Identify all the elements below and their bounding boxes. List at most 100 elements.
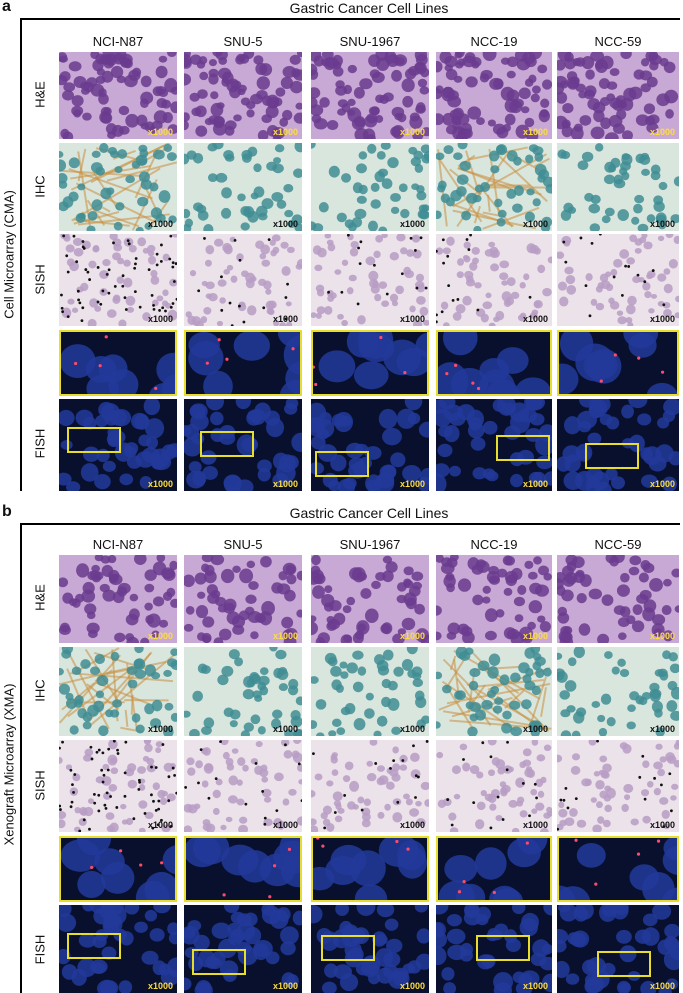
side-rule [20,18,22,491]
ihc-image: x1000 [59,143,177,231]
fish-inset-image [436,836,552,902]
sish-image: x1000 [436,740,552,832]
sish-image: x1000 [184,234,302,326]
magnification-label: x1000 [650,219,675,229]
magnification-label: x1000 [148,820,173,830]
sish-image: x1000 [59,740,177,832]
magnification-label: x1000 [148,314,173,324]
zoom-box [67,427,121,453]
zoom-box [321,935,375,961]
he-image: x1000 [436,52,552,139]
column-header: NCC-59 [560,34,676,49]
ihc-image: x1000 [436,647,552,736]
fish-inset-image [59,330,177,396]
magnification-label: x1000 [523,724,548,734]
sish-image: x1000 [59,234,177,326]
magnification-label: x1000 [273,981,298,991]
magnification-label: x1000 [273,631,298,641]
fish-image: x1000 [184,399,302,491]
column-header: NCC-19 [436,537,552,552]
title-rule [20,523,680,525]
magnification-label: x1000 [650,981,675,991]
magnification-label: x1000 [400,127,425,137]
magnification-label: x1000 [400,981,425,991]
ihc-image: x1000 [436,143,552,231]
magnification-label: x1000 [523,631,548,641]
sish-image: x1000 [557,740,679,832]
magnification-label: x1000 [650,820,675,830]
fish-image: x1000 [557,905,679,993]
magnification-label: x1000 [650,724,675,734]
fish-inset-image [184,330,302,396]
he-image: x1000 [557,555,679,643]
magnification-label: x1000 [273,724,298,734]
magnification-label: x1000 [523,981,548,991]
column-header: NCC-19 [436,34,552,49]
zoom-box [192,949,246,975]
column-header: SNU-5 [185,537,301,552]
column-header: SNU-5 [185,34,301,49]
column-header: NCI-N87 [60,537,176,552]
zoom-box [315,451,369,477]
fish-inset-image [557,330,679,396]
panel-title: Gastric Cancer Cell Lines [59,505,679,521]
panel-letter: a [2,0,11,16]
fish-inset-image [436,330,552,396]
he-image: x1000 [436,555,552,643]
magnification-label: x1000 [400,479,425,489]
sish-image: x1000 [311,740,429,832]
sish-image: x1000 [436,234,552,326]
fish-image: x1000 [436,399,552,491]
magnification-label: x1000 [400,219,425,229]
magnification-label: x1000 [650,479,675,489]
he-image: x1000 [557,52,679,139]
ihc-image: x1000 [557,647,679,736]
row-header: FISH [33,404,48,484]
magnification-label: x1000 [273,314,298,324]
magnification-label: x1000 [148,631,173,641]
magnification-label: x1000 [650,631,675,641]
fish-image: x1000 [311,905,429,993]
ihc-image: x1000 [311,143,429,231]
he-image: x1000 [311,555,429,643]
zoom-box [67,933,121,959]
fish-image: x1000 [557,399,679,491]
ihc-image: x1000 [557,143,679,231]
row-header: IHC [33,147,48,227]
fish-inset-image [184,836,302,902]
magnification-label: x1000 [523,479,548,489]
he-image: x1000 [184,555,302,643]
magnification-label: x1000 [148,479,173,489]
magnification-label: x1000 [523,314,548,324]
sish-image: x1000 [184,740,302,832]
row-header: SISH [33,746,48,826]
fish-inset-image [311,330,429,396]
magnification-label: x1000 [523,820,548,830]
zoom-box [476,935,530,961]
magnification-label: x1000 [400,314,425,324]
ihc-image: x1000 [59,647,177,736]
fish-inset-image [311,836,429,902]
he-image: x1000 [59,52,177,139]
fish-inset-image [557,836,679,902]
title-rule [20,18,680,20]
fish-image: x1000 [59,905,177,993]
row-header: IHC [33,651,48,731]
fish-image: x1000 [311,399,429,491]
side-rule [20,523,22,993]
zoom-box [597,951,651,977]
ihc-image: x1000 [184,647,302,736]
column-header: SNU-1967 [312,537,428,552]
he-image: x1000 [311,52,429,139]
magnification-label: x1000 [148,981,173,991]
fish-inset-image [59,836,177,902]
magnification-label: x1000 [273,219,298,229]
magnification-label: x1000 [523,219,548,229]
magnification-label: x1000 [148,219,173,229]
he-image: x1000 [59,555,177,643]
panel-title: Gastric Cancer Cell Lines [59,0,679,16]
magnification-label: x1000 [400,631,425,641]
he-image: x1000 [184,52,302,139]
magnification-label: x1000 [273,820,298,830]
magnification-label: x1000 [148,127,173,137]
